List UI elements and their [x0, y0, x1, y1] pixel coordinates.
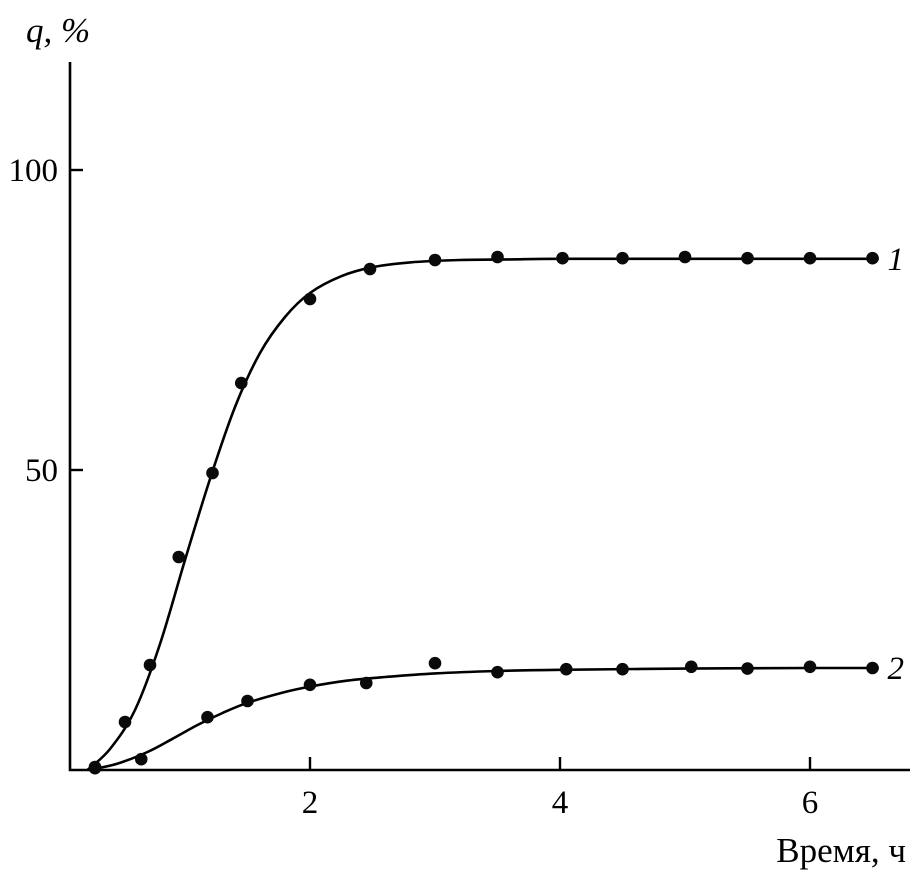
data-point-series-2 — [88, 761, 102, 775]
data-point-series-2 — [616, 662, 629, 676]
data-point-series-2 — [741, 662, 754, 675]
data-point-series-1 — [172, 550, 186, 564]
data-point-series-1 — [303, 292, 317, 306]
data-point-series-2 — [803, 660, 817, 674]
data-point-series-1 — [118, 715, 132, 729]
data-point-series-2 — [684, 660, 698, 674]
data-point-series-2 — [303, 678, 317, 692]
y-tick-label: 50 — [25, 453, 58, 489]
data-point-series-2 — [241, 694, 254, 708]
series-label-2: 2 — [888, 651, 905, 687]
data-point-series-1 — [491, 250, 504, 264]
x-axis-label: Время, ч — [776, 831, 906, 870]
data-point-series-1 — [556, 251, 569, 265]
y-axis-label: q, % — [26, 11, 90, 50]
data-point-series-2 — [201, 710, 214, 724]
data-point-series-1 — [616, 251, 629, 265]
data-point-series-2 — [359, 676, 373, 690]
data-point-series-1 — [866, 251, 879, 265]
plot-area: 2 4 6 50 100 1 2 — [9, 62, 910, 821]
x-tick-label: 4 — [552, 785, 569, 821]
data-point-series-2 — [866, 661, 879, 675]
data-point-series-2 — [491, 665, 504, 679]
data-point-series-1 — [143, 658, 157, 672]
data-point-series-1 — [803, 251, 817, 265]
data-point-series-2 — [559, 662, 573, 676]
curve-1 — [86, 257, 879, 771]
y-tick-label: 100 — [9, 153, 59, 189]
data-point-series-2 — [428, 656, 442, 670]
data-point-series-1 — [741, 251, 754, 265]
x-tick-label: 6 — [802, 785, 819, 821]
data-point-series-1 — [206, 466, 219, 480]
x-tick-label: 2 — [302, 785, 319, 821]
curve-2 — [87, 666, 879, 772]
data-point-series-2 — [134, 752, 148, 766]
data-point-series-1 — [428, 253, 442, 267]
series-label-1: 1 — [888, 242, 905, 278]
data-point-series-1 — [678, 250, 692, 264]
axes-lines — [68, 62, 910, 772]
data-point-series-1 — [363, 262, 377, 276]
data-point-series-1 — [234, 376, 248, 390]
